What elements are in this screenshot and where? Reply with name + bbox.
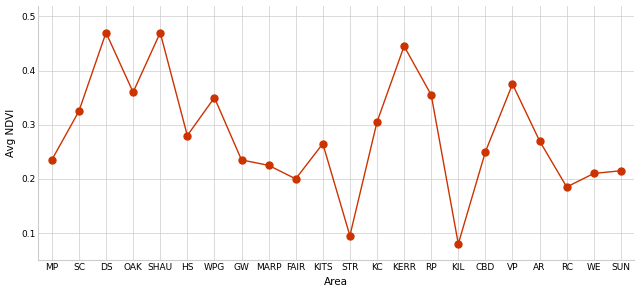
- X-axis label: Area: Area: [324, 277, 348, 287]
- Y-axis label: Avg NDVI: Avg NDVI: [6, 109, 15, 157]
